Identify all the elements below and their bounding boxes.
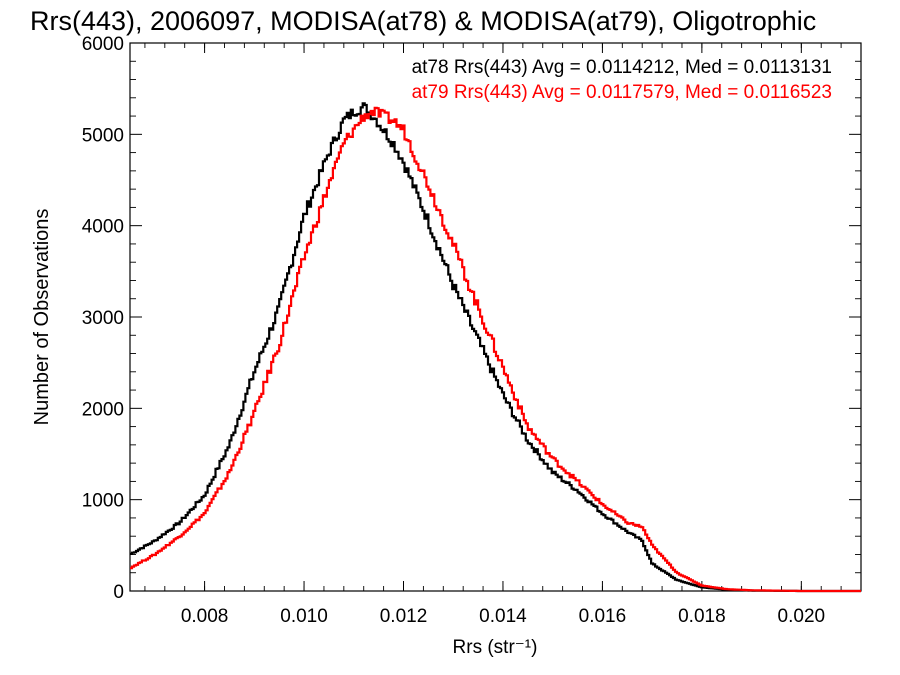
series-layer — [130, 102, 861, 593]
x-tick-label: 0.012 — [380, 606, 428, 627]
plot-frame — [129, 42, 862, 592]
x-axis-label: Rrs (str⁻¹) — [453, 637, 538, 658]
annotation-at79: at79 Rrs(443) Avg = 0.0117579, Med = 0.0… — [412, 82, 832, 103]
y-tick-label: 1000 — [82, 491, 124, 512]
axis-ticks — [130, 42, 862, 592]
tick-labels: 0.008 0.010 0.012 0.014 0.016 0.018 0.020 0 1000… — [82, 34, 825, 627]
chart-title: Rrs(443), 2006097, MODISA(at78) & MODISA… — [30, 6, 816, 36]
y-tick-label: 0 — [113, 582, 124, 603]
y-axis-label: Number of Observations — [31, 209, 53, 426]
x-tick-label: 0.010 — [280, 606, 328, 627]
x-tick-label: 0.008 — [181, 606, 229, 627]
x-tick-label: 0.020 — [778, 606, 826, 627]
x-tick-label: 0.018 — [678, 606, 726, 627]
series-line-0 — [130, 102, 861, 593]
y-tick-label: 2000 — [82, 399, 124, 420]
series-line-1 — [130, 106, 861, 593]
y-tick-label: 4000 — [82, 217, 124, 238]
annotation-at78: at78 Rrs(443) Avg = 0.0114212, Med = 0.0… — [412, 57, 832, 78]
x-tick-label: 0.016 — [579, 606, 627, 627]
y-tick-label: 6000 — [82, 34, 124, 55]
y-tick-label: 3000 — [82, 308, 124, 329]
x-tick-label: 0.014 — [479, 606, 527, 627]
y-tick-label: 5000 — [82, 125, 124, 146]
